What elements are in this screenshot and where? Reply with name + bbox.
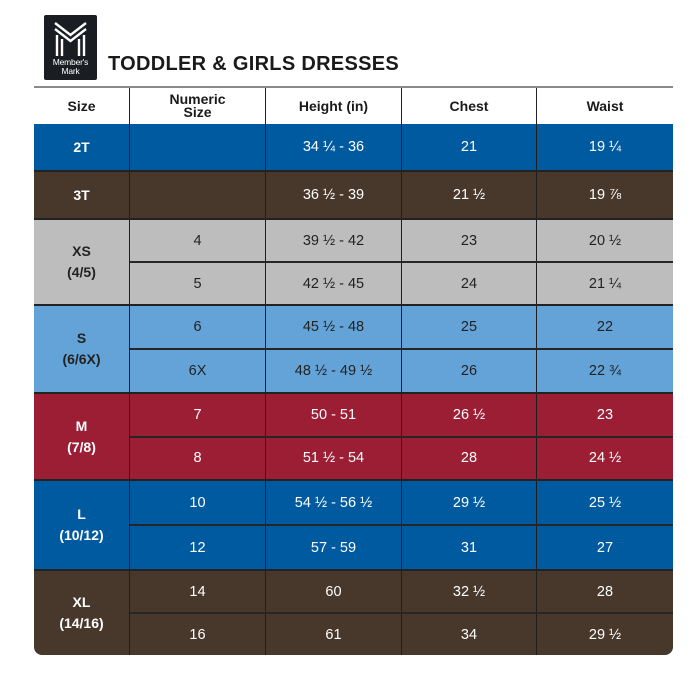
size-chart-table: Size Numeric Size Height (in) Chest Wais… (34, 86, 673, 655)
chest-cell: 26 (402, 350, 537, 392)
height-cell: 36 ½ - 39 (266, 172, 402, 218)
height-cell: 34 ¼ - 36 (266, 124, 402, 170)
size-label: M (7/8) (34, 394, 130, 479)
chest-cell: 31 (402, 526, 537, 569)
height-cell: 48 ½ - 49 ½ (266, 350, 402, 392)
height-cell: 39 ½ - 42 (266, 220, 402, 261)
waist-cell: 19 ⅞ (588, 187, 622, 203)
page-title: TODDLER & GIRLS DRESSES (108, 53, 400, 75)
table-row: 36 ½ - 39 21 ½ 19 ⅞ (130, 172, 673, 218)
chest-cell: 25 (402, 306, 537, 348)
chest-cell: 28 (402, 437, 537, 479)
waist-cell: 20 ½ (588, 232, 622, 249)
chest-cell: 21 ½ (402, 172, 537, 218)
size-section-3t: 3T 36 ½ - 39 21 ½ 19 ⅞ (34, 170, 673, 218)
height-cell: 57 - 59 (266, 526, 402, 569)
waist-cell: 25 ½ (588, 494, 622, 511)
chest-cell: 32 ½ (402, 571, 537, 612)
table-row: 14 60 32 ½ 28 (130, 571, 673, 612)
numeric-size-cell: 4 (130, 220, 266, 261)
header-chest: Chest (402, 88, 537, 124)
header-waist: Waist (586, 97, 624, 114)
members-mark-logo: Member's Mark (44, 15, 97, 80)
brand-name: Member's Mark (52, 57, 89, 76)
table-row: 16 61 34 29 ½ (130, 612, 673, 655)
chest-cell: 24 (402, 263, 537, 304)
size-label: XS (4/5) (34, 220, 130, 304)
size-section-2t: 2T 34 ¼ - 36 21 19 ¼ (34, 124, 673, 170)
waist-cell: 23 (596, 406, 614, 423)
waist-cell: 27 (596, 539, 614, 556)
height-cell: 45 ½ - 48 (266, 306, 402, 348)
chest-cell: 34 (402, 614, 537, 655)
numeric-size-cell: 7 (130, 394, 266, 436)
size-section-xs: XS (4/5) 4 39 ½ - 42 23 20 ½ 5 42 ½ - 45 24 21 ¼ (34, 218, 673, 304)
size-section-xl: XL (14/16) 14 60 32 ½ 28 16 61 34 29 ½ (34, 569, 673, 655)
table-row: 5 42 ½ - 45 24 21 ¼ (130, 261, 673, 304)
numeric-size-cell: 12 (130, 526, 266, 569)
numeric-size-cell: 6 (130, 306, 266, 348)
chest-cell: 26 ½ (402, 394, 537, 436)
height-cell: 42 ½ - 45 (266, 263, 402, 304)
table-row: 7 50 - 51 26 ½ 23 (130, 394, 673, 436)
size-section-s: S (6/6X) 6 45 ½ - 48 25 22 6X 48 ½ - 49 ½ 26 22 ¾ (34, 304, 673, 392)
numeric-size-cell: 10 (130, 481, 266, 524)
table-row: 8 51 ½ - 54 28 24 ½ (130, 435, 673, 479)
waist-cell: 28 (596, 583, 614, 600)
table-row: 12 57 - 59 31 27 (130, 524, 673, 569)
table-row: 4 39 ½ - 42 23 20 ½ (130, 220, 673, 261)
chest-cell: 23 (402, 220, 537, 261)
table-row: 10 54 ½ - 56 ½ 29 ½ 25 ½ (130, 481, 673, 524)
members-mark-m-icon (54, 22, 87, 56)
size-label: L (10/12) (34, 481, 130, 569)
size-label: XL (14/16) (34, 571, 130, 655)
header-height: Height (in) (266, 88, 402, 124)
waist-cell: 29 ½ (588, 626, 622, 643)
numeric-size-cell: 8 (130, 437, 266, 479)
size-label: 3T (34, 172, 130, 218)
size-section-l: L (10/12) 10 54 ½ - 56 ½ 29 ½ 25 ½ 12 57 - 59 31… (34, 479, 673, 569)
waist-cell: 21 ¼ (588, 275, 622, 292)
size-section-m: M (7/8) 7 50 - 51 26 ½ 23 8 51 ½ - 54 28 24 ½ (34, 392, 673, 479)
height-cell: 50 - 51 (266, 394, 402, 436)
numeric-size-cell: 16 (130, 614, 266, 655)
chest-cell: 29 ½ (402, 481, 537, 524)
table-row: 34 ¼ - 36 21 19 ¼ (130, 124, 673, 170)
height-cell: 54 ½ - 56 ½ (266, 481, 402, 524)
table-header: Size Numeric Size Height (in) Chest Wais… (34, 88, 673, 124)
numeric-size-cell (130, 124, 266, 170)
numeric-size-cell (130, 172, 266, 218)
waist-cell: 22 ¾ (588, 363, 622, 379)
table-row: 6 45 ½ - 48 25 22 (130, 306, 673, 348)
waist-cell: 24 ½ (588, 450, 622, 467)
size-label: S (6/6X) (34, 306, 130, 392)
height-cell: 61 (266, 614, 402, 655)
numeric-size-cell: 6X (130, 350, 266, 392)
height-cell: 51 ½ - 54 (266, 437, 402, 479)
waist-cell: 22 (596, 319, 614, 335)
height-cell: 60 (266, 571, 402, 612)
chest-cell: 21 (402, 124, 537, 170)
size-label: 2T (34, 124, 130, 170)
numeric-size-cell: 5 (130, 263, 266, 304)
header-size: Size (34, 88, 130, 124)
numeric-size-cell: 14 (130, 571, 266, 612)
header-numeric-size: Numeric Size (130, 88, 266, 124)
table-row: 6X 48 ½ - 49 ½ 26 22 ¾ (130, 348, 673, 392)
waist-cell: 19 ¼ (588, 139, 622, 155)
